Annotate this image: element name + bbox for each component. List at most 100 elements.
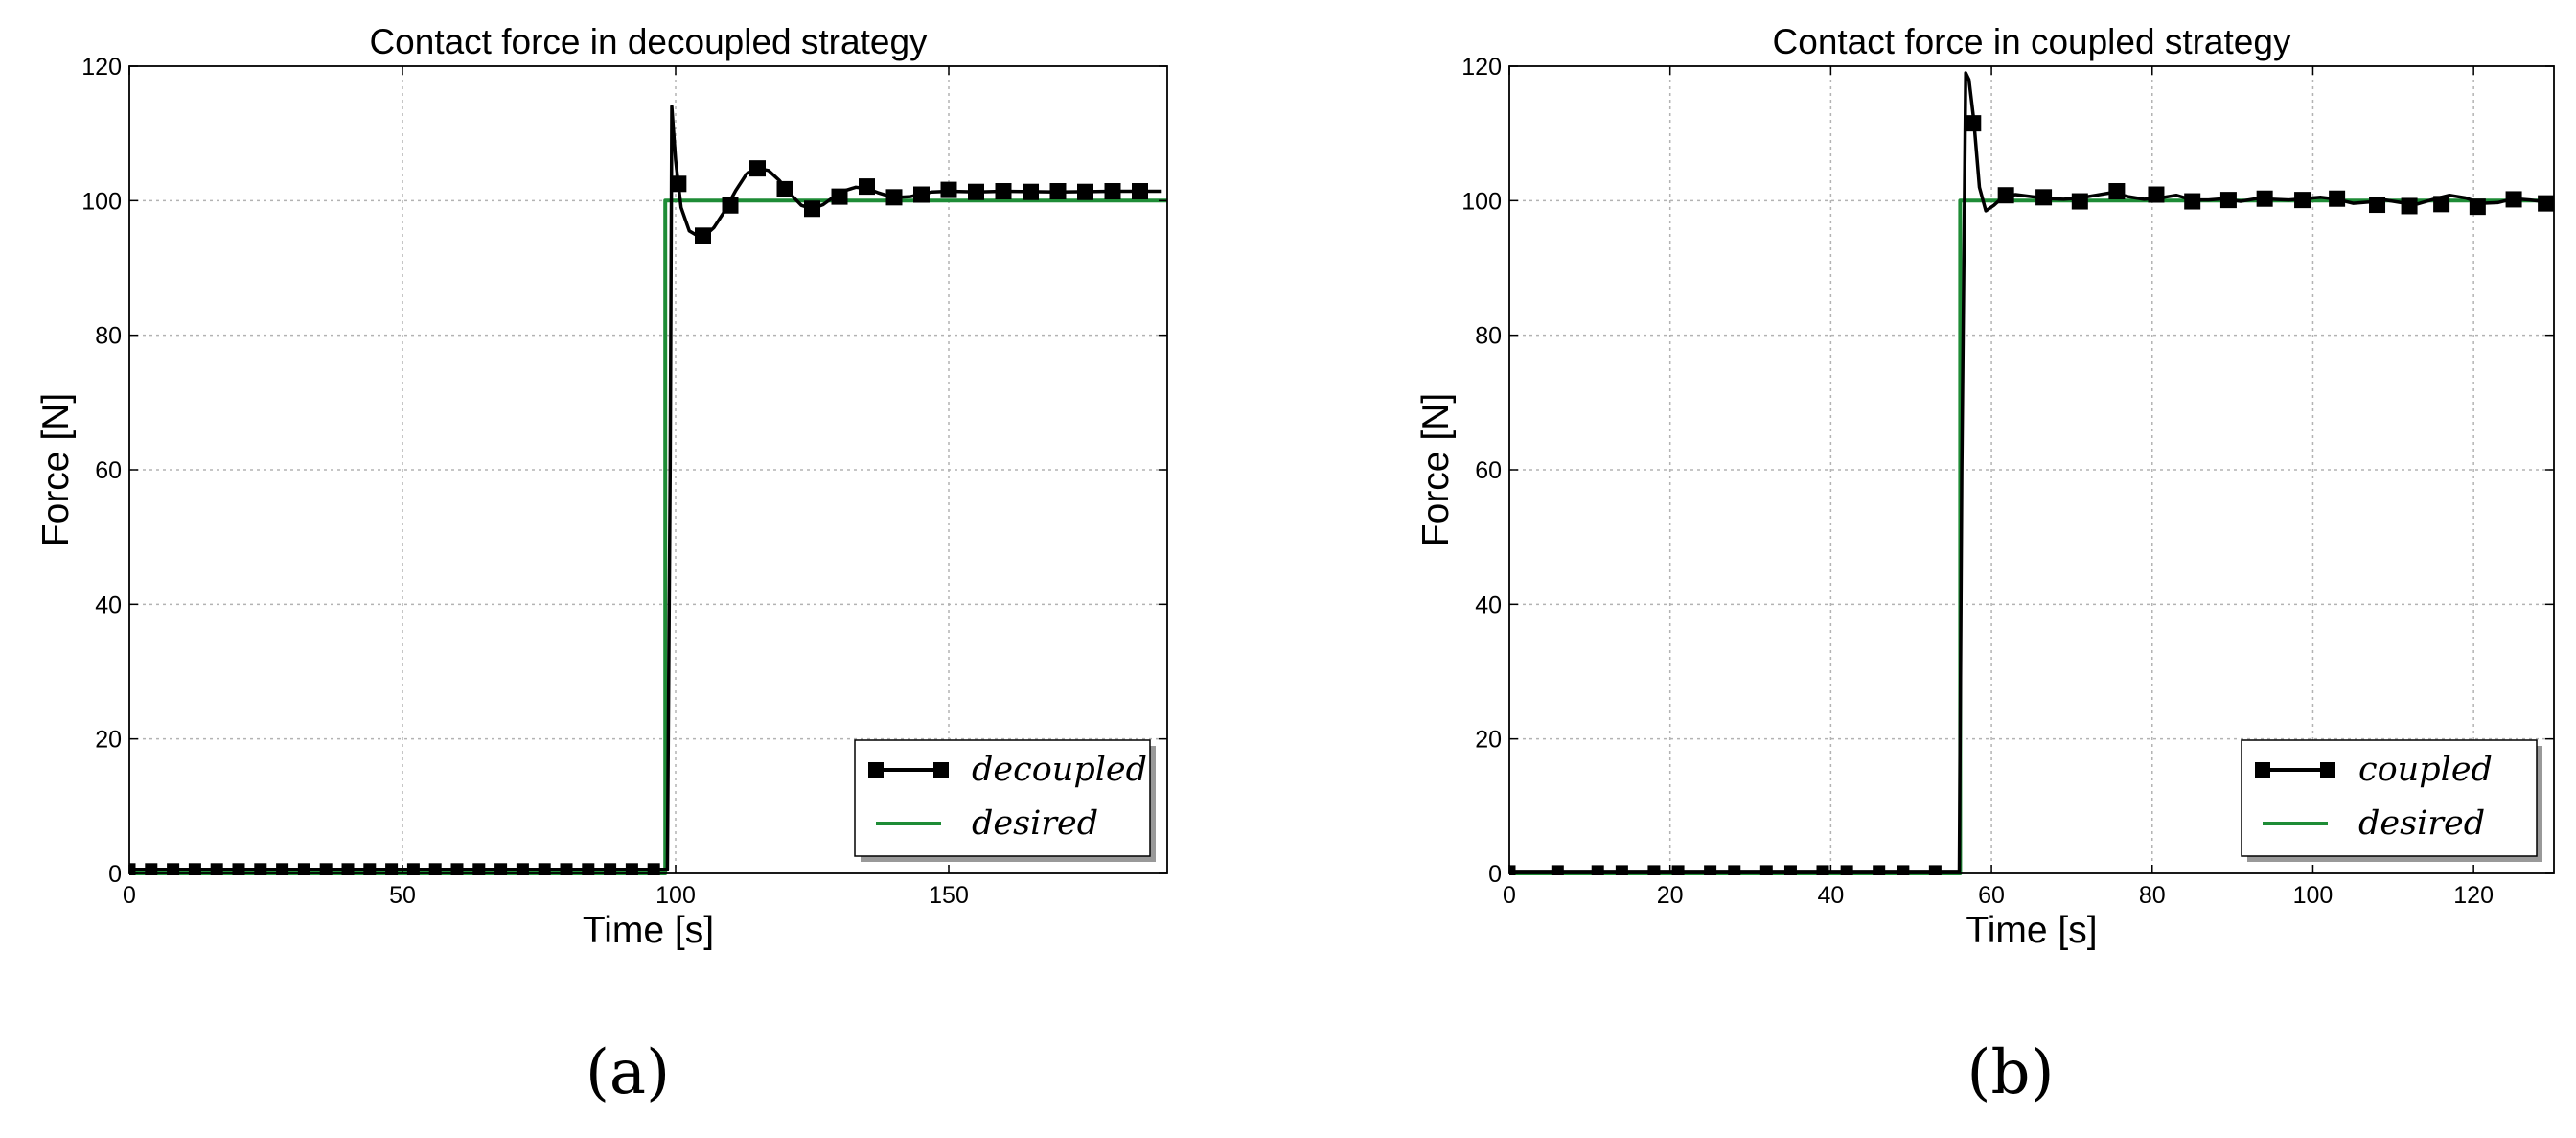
data-point	[1023, 183, 1039, 200]
data-point	[995, 183, 1012, 200]
data-point	[1897, 865, 1910, 875]
data-point	[1049, 183, 1067, 200]
data-point	[341, 863, 355, 875]
data-point	[1760, 865, 1773, 875]
data-point	[188, 863, 201, 875]
y-axis-label: Force [N]	[35, 393, 77, 546]
data-point	[2220, 192, 2237, 209]
x-tick-label: 0	[123, 882, 136, 909]
data-point	[385, 863, 399, 875]
data-point	[1965, 115, 1982, 132]
data-point	[625, 863, 638, 875]
data-point	[968, 183, 984, 200]
chart-panel-1: 0 20 40 60 80 100 120 0 20 40 60 80 100 120 Contact fo…	[1415, 22, 2555, 1108]
data-point	[516, 863, 529, 875]
legend: coupled desired	[2241, 739, 2542, 862]
data-point	[647, 863, 660, 875]
x-axis-label: Time [s]	[1966, 910, 2097, 951]
data-point	[363, 863, 377, 875]
legend-box	[854, 739, 1151, 857]
data-point	[2505, 191, 2522, 208]
legend-marker	[2255, 762, 2270, 778]
data-point	[722, 197, 739, 214]
data-point	[1077, 183, 1093, 200]
y-tick-label: 100	[1461, 188, 1502, 215]
data-point	[2108, 183, 2126, 200]
data-point	[1728, 865, 1741, 875]
data-point	[859, 178, 875, 196]
data-point	[2401, 197, 2418, 215]
x-tick-label: 120	[2453, 882, 2494, 909]
y-tick-label: 40	[1475, 592, 1502, 618]
y-tick-label: 20	[1475, 727, 1502, 754]
data-point	[670, 175, 687, 193]
y-tick-label: 40	[95, 592, 122, 618]
y-axis-label: Force [N]	[1415, 393, 1457, 546]
data-point	[2433, 196, 2450, 213]
data-point	[831, 188, 848, 205]
y-tick-label: 0	[108, 861, 122, 888]
data-point	[604, 863, 617, 875]
data-point	[1647, 865, 1661, 875]
data-point	[776, 180, 794, 197]
data-point	[210, 863, 223, 875]
y-tick-label: 20	[95, 727, 122, 754]
legend-marker	[868, 762, 884, 778]
data-point	[472, 863, 486, 875]
legend-label-decoupled: decoupled	[972, 751, 1147, 789]
data-point	[538, 863, 551, 875]
x-axis-label: Time [s]	[583, 910, 714, 951]
x-tick-label: 20	[1657, 882, 1684, 909]
y-tick-label: 120	[1461, 54, 1502, 81]
data-point	[1816, 865, 1829, 875]
x-tick-label: 50	[389, 882, 416, 909]
x-tick-label: 0	[1503, 882, 1516, 909]
legend-label-coupled: coupled	[2358, 751, 2493, 789]
x-tick-label: 100	[2293, 882, 2334, 909]
data-point	[1132, 183, 1148, 200]
data-point	[428, 863, 442, 875]
y-tick-label: 0	[1488, 861, 1502, 888]
data-point	[1104, 183, 1121, 200]
legend-marker	[933, 762, 949, 778]
legend: decoupled desired	[854, 739, 1156, 862]
x-tick-label: 100	[656, 882, 696, 909]
data-point	[1671, 865, 1685, 875]
data-point	[232, 863, 245, 875]
y-tick-label: 120	[81, 54, 122, 81]
data-point	[2071, 193, 2088, 210]
data-point	[2538, 195, 2554, 212]
data-point	[2256, 190, 2273, 207]
data-point	[145, 863, 158, 875]
y-tick-label: 100	[81, 188, 122, 215]
y-tick-label: 60	[95, 457, 122, 484]
data-point	[2148, 186, 2165, 203]
data-point	[129, 863, 136, 875]
data-point	[1873, 865, 1886, 875]
chart-panel-0: 0 50 100 150 0 20 40 60 80 100 120 Contact force in…	[35, 22, 1168, 1108]
data-point	[1591, 865, 1604, 875]
data-point	[1704, 865, 1717, 875]
data-point	[2469, 198, 2486, 216]
data-point	[560, 863, 573, 875]
data-point	[1615, 865, 1628, 875]
data-point	[2294, 192, 2312, 209]
series-group	[1509, 71, 2554, 875]
legend-marker	[2320, 762, 2335, 778]
x-tick-label: 80	[2139, 882, 2166, 909]
legend-label-desired: desired	[2358, 804, 2485, 843]
y-tick-label: 80	[1475, 323, 1502, 350]
panel-label: (b)	[1967, 1037, 2055, 1108]
x-tick-label: 150	[929, 882, 969, 909]
data-point	[406, 863, 420, 875]
data-point	[1997, 187, 2014, 204]
data-point	[319, 863, 333, 875]
data-point	[886, 189, 903, 206]
data-point	[749, 160, 766, 177]
y-tick-label: 60	[1475, 457, 1502, 484]
data-point	[450, 863, 464, 875]
data-point	[913, 186, 930, 203]
data-point	[1783, 865, 1797, 875]
data-point	[695, 227, 711, 244]
data-point	[804, 200, 820, 218]
